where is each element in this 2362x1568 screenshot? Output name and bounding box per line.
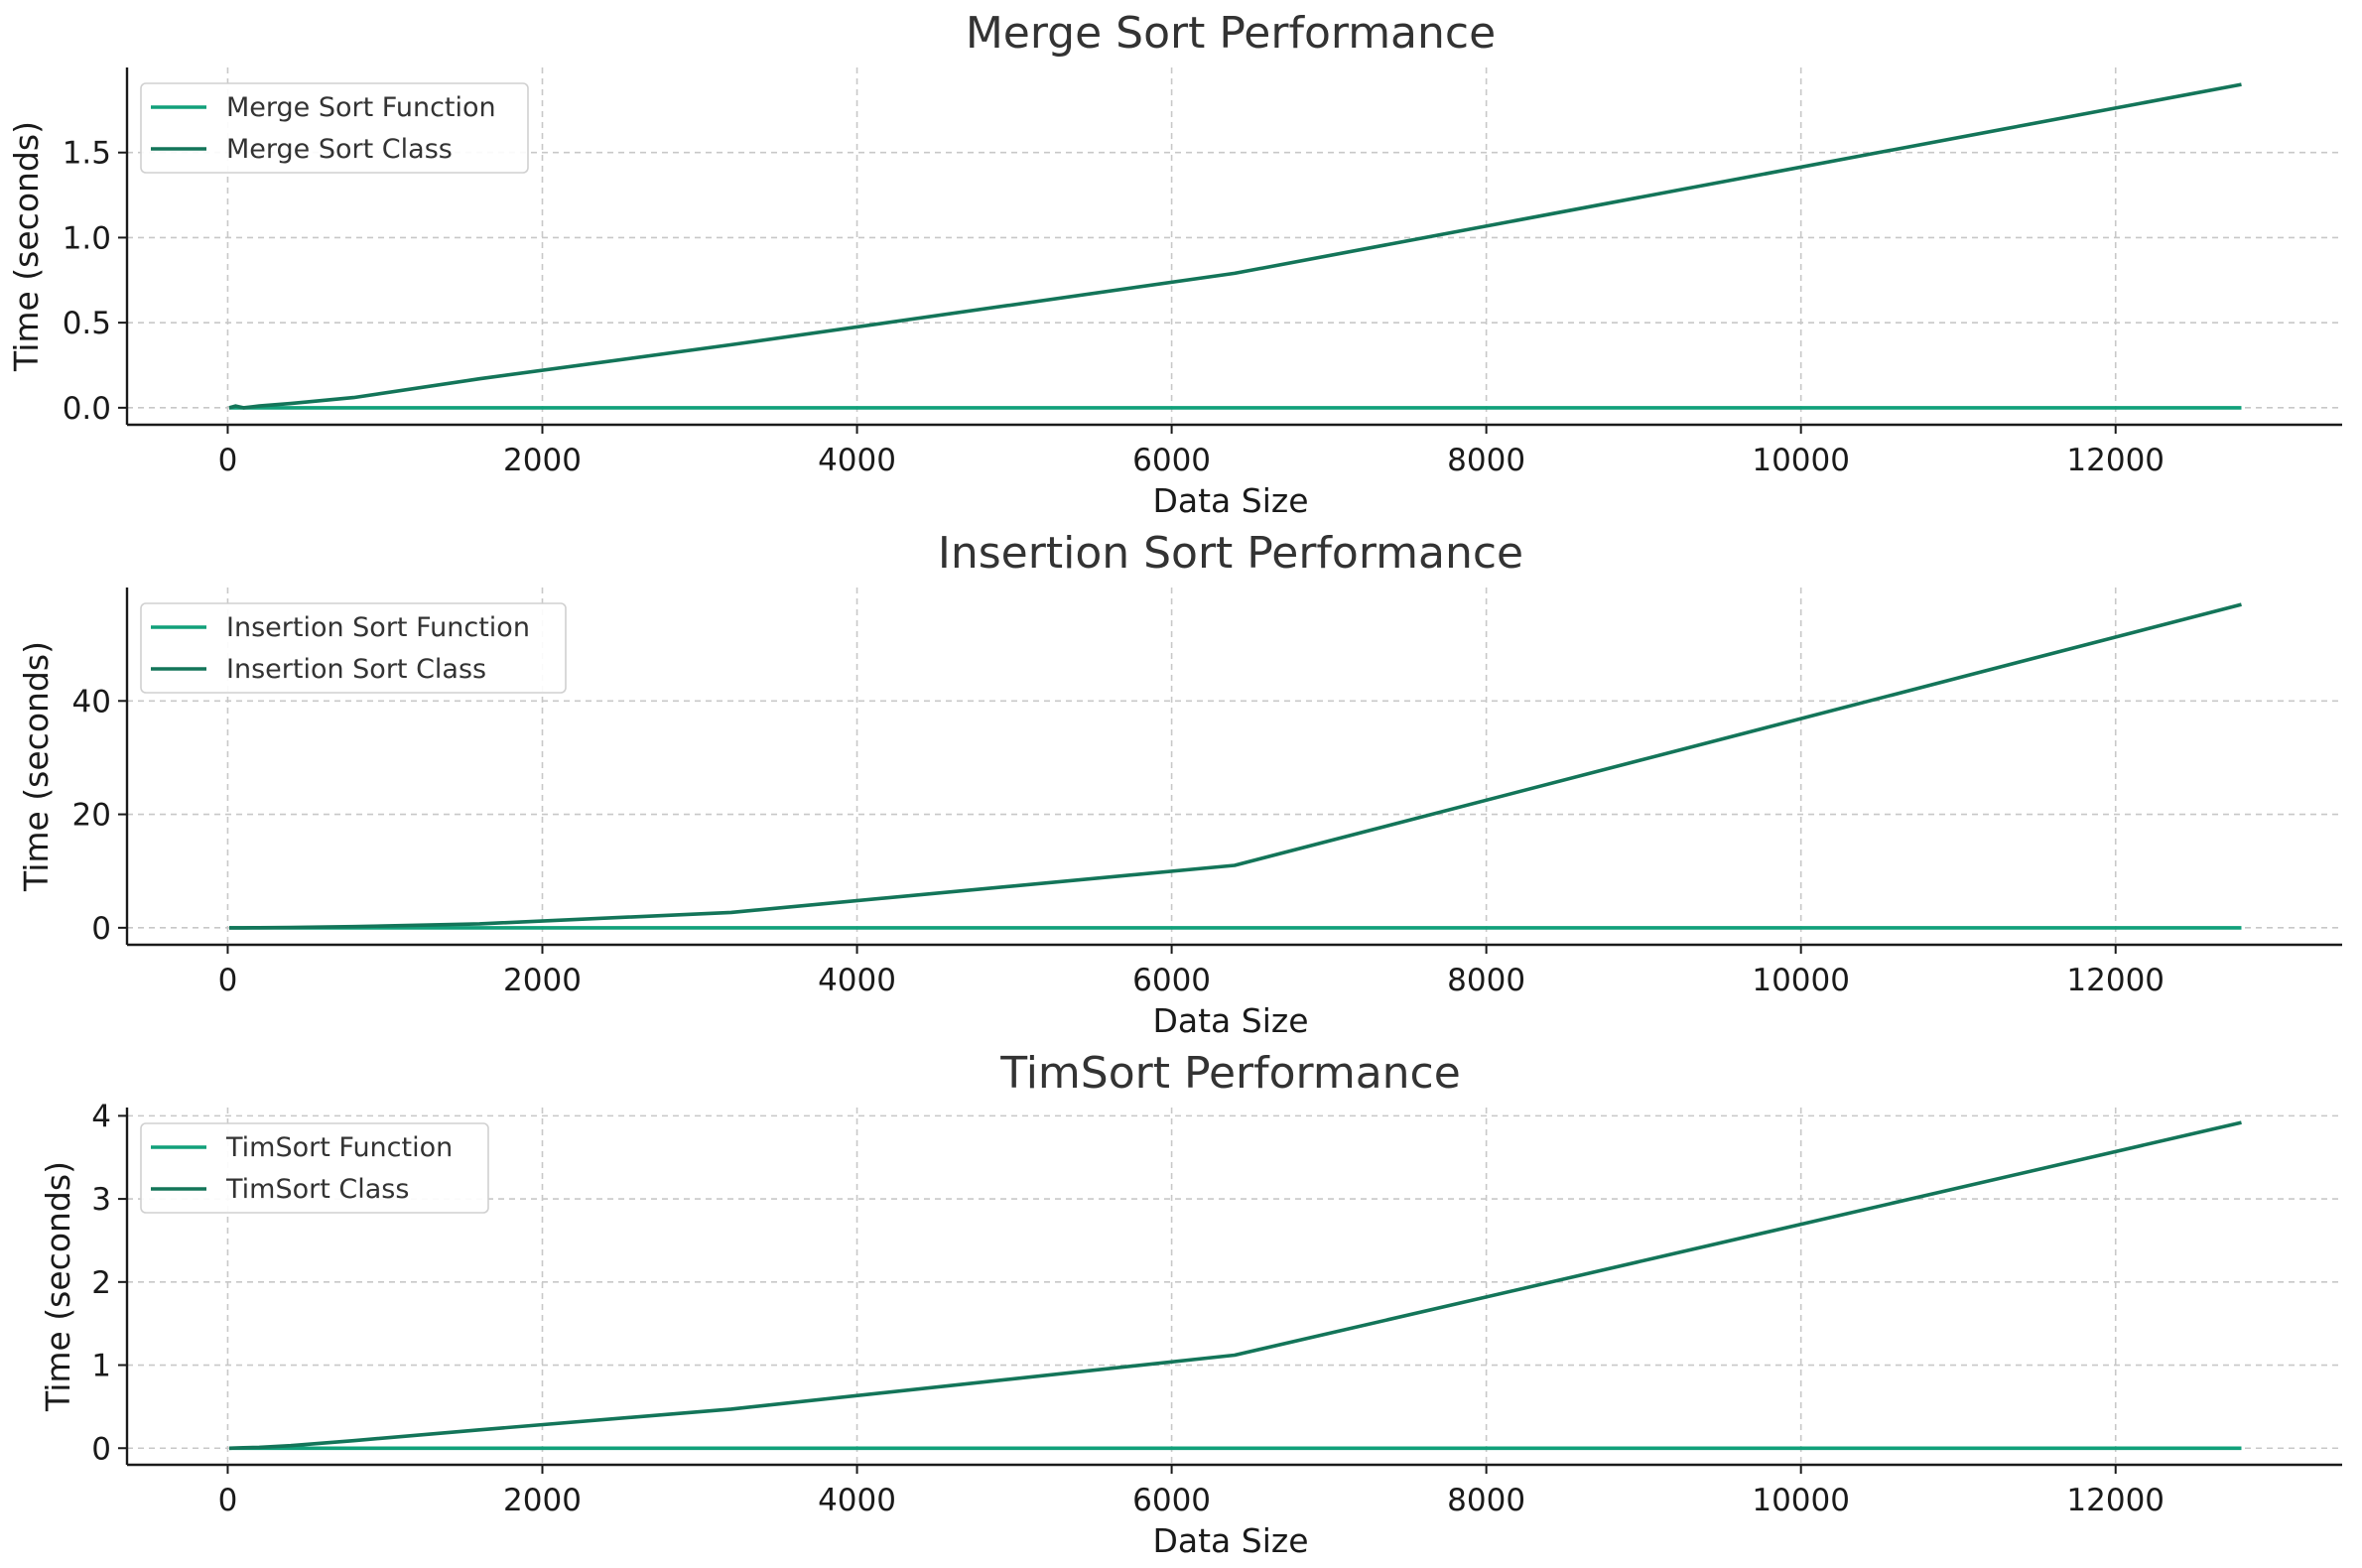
legend-label: TimSort Function [225,1132,453,1163]
y-tick-label: 1 [91,1349,111,1384]
x-tick-label: 8000 [1447,1483,1525,1518]
legend-box [140,82,529,174]
series-line-2 [229,602,2242,930]
series-line-2 [228,82,2242,410]
x-tick-label: 4000 [818,963,896,998]
x-tick-label: 12000 [2066,963,2165,998]
legend-label: Insertion Sort Class [226,654,486,685]
x-axis-label: Data Size [1152,481,1308,520]
chart-panel-3: 0 2000 4000 6000 8000 10000 12000 0 1 2 3 4 TimSort … [39,1048,2342,1560]
y-axis-label: Time (seconds) [39,1161,77,1412]
y-tick-label: 20 [72,798,111,834]
chart-title: TimSort Performance [999,1048,1461,1099]
chart-panel-2: 0 2000 4000 6000 8000 10000 12000 0 20 40 Insertio… [17,528,2342,1040]
x-tick-label: 0 [218,963,238,998]
x-tick-label: 8000 [1447,443,1525,478]
x-tick-label: 10000 [1752,1483,1850,1518]
y-tick-label: 0 [91,911,111,947]
legend-label: TimSort Class [225,1174,409,1205]
x-tick-label: 4000 [818,1483,896,1518]
x-tick-label: 2000 [503,443,582,478]
x-tick-label: 10000 [1752,963,1850,998]
x-tick-label: 6000 [1132,1483,1211,1518]
y-tick-label: 0 [91,1431,111,1467]
y-tick-label: 0.5 [63,306,111,341]
x-tick-label: 8000 [1447,963,1525,998]
y-tick-label: 1.0 [63,220,111,256]
y-axis-label: Time (seconds) [17,641,56,892]
x-tick-label: 4000 [818,443,896,478]
y-tick-label: 4 [91,1099,111,1134]
x-axis-label: Data Size [1152,1521,1308,1560]
x-tick-label: 6000 [1132,963,1211,998]
y-tick-label: 2 [91,1265,111,1301]
x-tick-label: 12000 [2066,443,2165,478]
y-tick-label: 0.0 [63,391,111,427]
x-tick-label: 2000 [503,1483,582,1518]
x-tick-label: 0 [218,443,238,478]
y-axis-label: Time (seconds) [7,121,46,372]
series-line-2 [228,1120,2242,1451]
y-tick-label: 3 [91,1182,111,1218]
y-tick-label: 1.5 [63,136,111,172]
legend-box [140,1122,489,1214]
x-tick-label: 12000 [2066,1483,2165,1518]
chart-title: Merge Sort Performance [966,8,1496,59]
legend-box [140,602,567,694]
legend-label: Insertion Sort Function [226,612,530,643]
x-tick-label: 0 [218,1483,238,1518]
x-axis-label: Data Size [1152,1001,1308,1040]
x-tick-label: 10000 [1752,443,1850,478]
legend-label: Merge Sort Function [226,92,496,123]
y-tick-label: 40 [72,684,111,719]
chart-title: Insertion Sort Performance [938,528,1523,579]
legend-label: Merge Sort Class [226,134,453,165]
x-tick-label: 6000 [1132,443,1211,478]
chart-panel-1: 0 2000 4000 6000 8000 10000 12000 0.0 0.5 1.0 1.5 M… [7,8,2342,520]
x-tick-label: 2000 [503,963,582,998]
